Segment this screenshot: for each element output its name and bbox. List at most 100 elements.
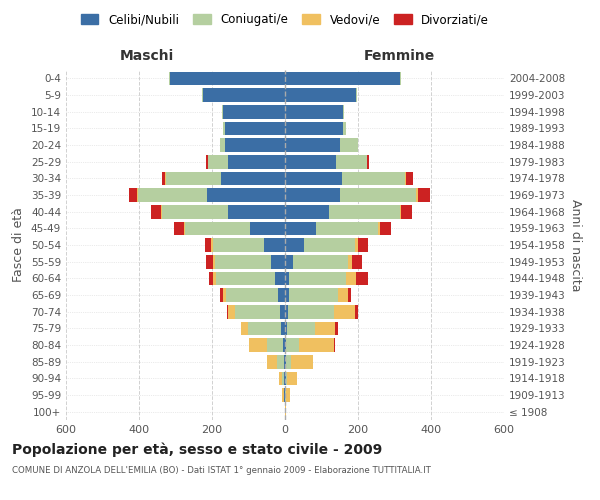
Bar <box>285 322 287 335</box>
Bar <box>284 388 285 402</box>
Bar <box>137 188 138 202</box>
Bar <box>223 288 226 302</box>
Bar <box>281 322 285 335</box>
Bar <box>170 72 285 85</box>
Bar <box>286 338 299 352</box>
Bar <box>285 205 329 218</box>
Bar <box>356 88 357 102</box>
Bar <box>250 222 285 235</box>
Bar <box>286 388 290 402</box>
Bar <box>169 72 170 85</box>
Bar <box>220 138 225 152</box>
Bar <box>280 305 285 318</box>
Bar <box>162 205 229 218</box>
Bar <box>213 255 215 268</box>
Bar <box>229 155 285 168</box>
Bar <box>293 255 348 268</box>
Bar <box>285 372 286 385</box>
Bar <box>418 188 430 202</box>
Bar <box>248 322 281 335</box>
Bar <box>267 355 277 368</box>
Bar <box>416 188 418 202</box>
Bar <box>314 322 335 335</box>
Bar <box>226 288 278 302</box>
Legend: Celibi/Nubili, Coniugati/e, Vedovi/e, Divorziati/e: Celibi/Nubili, Coniugati/e, Vedovi/e, Di… <box>76 8 494 31</box>
Bar <box>206 255 213 268</box>
Bar <box>227 305 228 318</box>
Bar <box>221 172 285 185</box>
Bar <box>285 72 400 85</box>
Bar <box>285 138 340 152</box>
Bar <box>285 255 293 268</box>
Bar <box>343 122 346 135</box>
Bar <box>205 238 211 252</box>
Bar <box>284 355 285 368</box>
Bar <box>340 138 358 152</box>
Bar <box>352 255 362 268</box>
Bar <box>249 338 267 352</box>
Bar <box>214 272 217 285</box>
Bar <box>151 205 161 218</box>
Bar <box>284 372 285 385</box>
Bar <box>348 255 352 268</box>
Bar <box>285 272 289 285</box>
Text: Femmine: Femmine <box>364 48 434 62</box>
Bar <box>304 238 355 252</box>
Bar <box>217 272 275 285</box>
Bar <box>185 222 250 235</box>
Bar <box>346 272 356 285</box>
Bar <box>400 205 401 218</box>
Bar <box>285 222 316 235</box>
Bar <box>241 322 248 335</box>
Bar <box>285 238 304 252</box>
Bar <box>228 305 235 318</box>
Bar <box>285 355 286 368</box>
Bar <box>316 222 378 235</box>
Bar <box>285 88 356 102</box>
Bar <box>229 205 285 218</box>
Bar <box>220 288 223 302</box>
Bar <box>223 105 285 118</box>
Bar <box>289 272 346 285</box>
Y-axis label: Fasce di età: Fasce di età <box>13 208 25 282</box>
Bar <box>225 138 285 152</box>
Text: COMUNE DI ANZOLA DELL'EMILIA (BO) - Dati ISTAT 1° gennaio 2009 - Elaborazione TU: COMUNE DI ANZOLA DELL'EMILIA (BO) - Dati… <box>12 466 431 475</box>
Bar <box>215 255 271 268</box>
Bar <box>211 238 213 252</box>
Bar <box>341 172 406 185</box>
Bar <box>271 255 285 268</box>
Bar <box>285 338 286 352</box>
Bar <box>287 372 298 385</box>
Bar <box>286 355 291 368</box>
Bar <box>285 288 289 302</box>
Bar <box>184 222 185 235</box>
Bar <box>358 238 368 252</box>
Bar <box>367 155 368 168</box>
Bar <box>355 305 358 318</box>
Bar <box>161 205 162 218</box>
Bar <box>206 155 208 168</box>
Bar <box>291 355 313 368</box>
Bar <box>334 305 355 318</box>
Bar <box>406 172 413 185</box>
Bar <box>206 188 285 202</box>
Bar <box>329 205 400 218</box>
Bar <box>235 305 280 318</box>
Bar <box>338 288 348 302</box>
Bar <box>287 322 314 335</box>
Bar <box>336 155 367 168</box>
Bar <box>173 222 184 235</box>
Bar <box>335 322 338 335</box>
Bar <box>222 105 223 118</box>
Bar <box>275 272 285 285</box>
Bar <box>286 372 287 385</box>
Bar <box>202 88 203 102</box>
Bar <box>267 338 283 352</box>
Text: Popolazione per età, sesso e stato civile - 2009: Popolazione per età, sesso e stato civil… <box>12 442 382 457</box>
Bar <box>289 288 338 302</box>
Bar <box>380 222 391 235</box>
Bar <box>283 338 285 352</box>
Bar <box>138 188 206 202</box>
Bar <box>279 372 282 385</box>
Bar <box>162 172 165 185</box>
